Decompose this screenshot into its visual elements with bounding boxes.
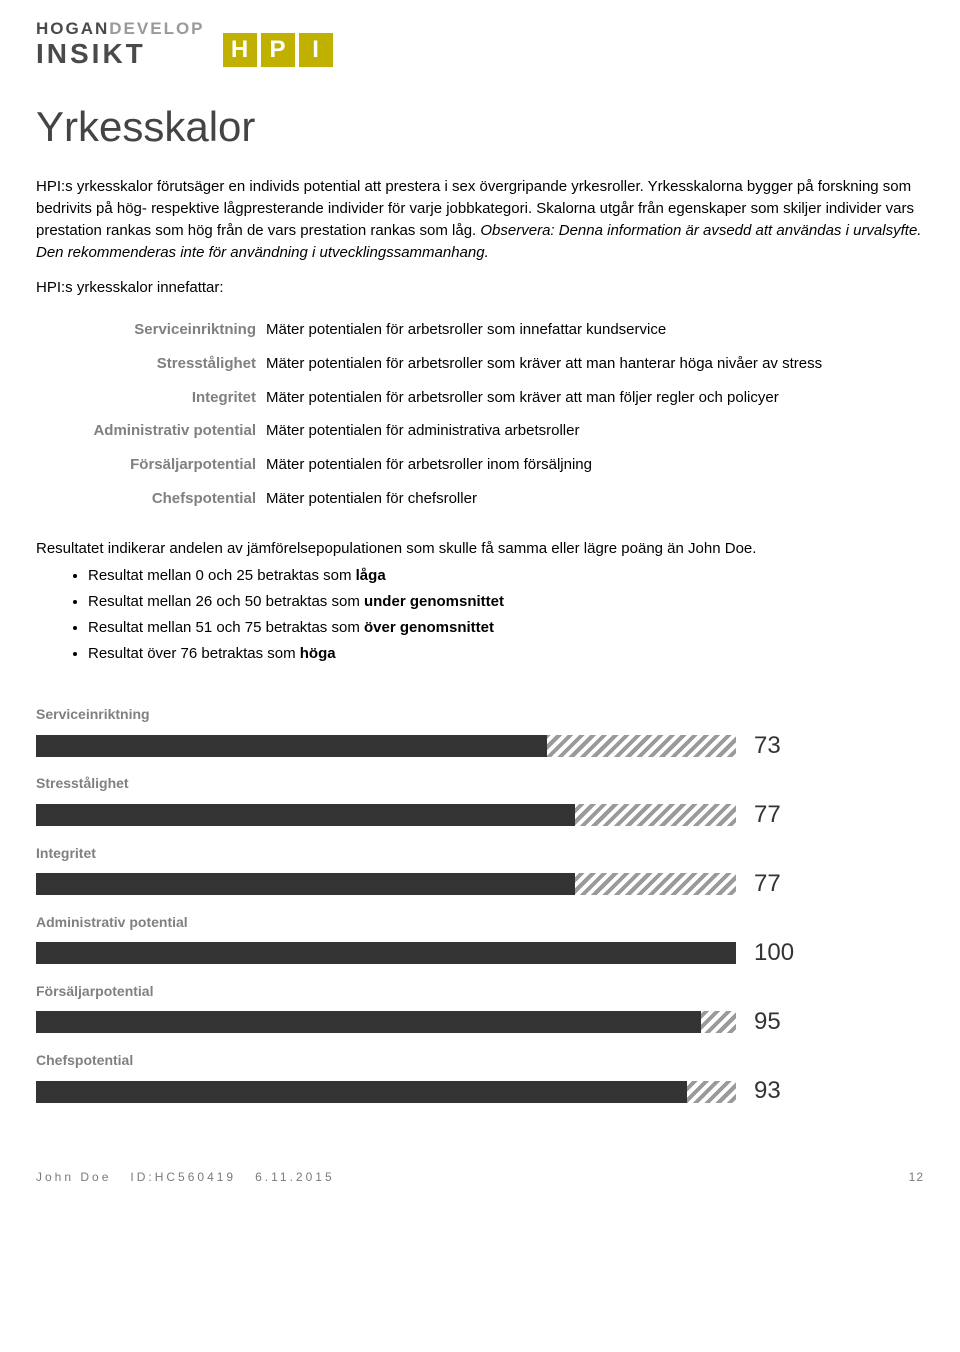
score-bar-value: 95 — [754, 1005, 814, 1040]
definition-desc: Mäter potentialen för administrativa arb… — [266, 414, 924, 448]
footer-left: John Doe ID:HC560419 6.11.2015 — [36, 1169, 335, 1186]
score-bar-fill — [36, 1081, 687, 1103]
score-bar-fill — [36, 942, 736, 964]
score-bar-label: Försäljarpotential — [36, 981, 924, 1001]
definition-desc: Mäter potentialen för chefsroller — [266, 482, 924, 516]
definition-row: IntegritetMäter potentialen för arbetsro… — [36, 381, 924, 415]
definitions-table: ServiceinriktningMäter potentialen för a… — [36, 313, 924, 516]
definition-term: Försäljarpotential — [36, 448, 266, 482]
score-bar-fill — [36, 1011, 701, 1033]
definition-row: StresstålighetMäter potentialen för arbe… — [36, 347, 924, 381]
definition-term: Stresstålighet — [36, 347, 266, 381]
hpi-logo: H P I — [223, 33, 333, 67]
intro-paragraph: HPI:s yrkesskalor förutsäger en individs… — [36, 176, 924, 263]
score-bar-track — [36, 1081, 736, 1103]
score-bar-value: 77 — [754, 798, 814, 833]
logo-letter-h: H — [223, 33, 257, 67]
results-intro: Resultatet indikerar andelen av jämförel… — [36, 538, 924, 560]
results-bullets: Resultat mellan 0 och 25 betraktas som l… — [88, 563, 924, 666]
footer-page-number: 12 — [909, 1169, 924, 1186]
score-bar-group: Serviceinriktning 73 — [36, 704, 924, 763]
bullet-pre: Resultat mellan 51 och 75 betraktas som — [88, 619, 364, 636]
bullet-bold: under genomsnittet — [364, 593, 504, 610]
logo-letter-i: I — [299, 33, 333, 67]
score-bar-row: 93 — [36, 1074, 924, 1109]
score-bar-fill — [36, 735, 547, 757]
results-bullet: Resultat mellan 0 och 25 betraktas som l… — [88, 563, 924, 589]
score-bar-value: 93 — [754, 1074, 814, 1109]
footer-date: 6.11.2015 — [255, 1170, 335, 1184]
results-bullet: Resultat mellan 51 och 75 betraktas som … — [88, 615, 924, 641]
score-bar-label: Administrativ potential — [36, 912, 924, 932]
bullet-bold: höga — [300, 645, 336, 662]
score-bar-track — [36, 804, 736, 826]
definition-desc: Mäter potentialen för arbetsroller som k… — [266, 381, 924, 415]
score-bar-row: 77 — [36, 867, 924, 902]
sub-intro: HPI:s yrkesskalor innefattar: — [36, 277, 924, 299]
score-bar-value: 77 — [754, 867, 814, 902]
footer-id: ID:HC560419 — [130, 1170, 236, 1184]
header-branding-text: HOGANDEVELOP INSIKT — [36, 20, 205, 69]
brand-hogan: HOGAN — [36, 19, 109, 38]
score-bar-fill — [36, 804, 575, 826]
score-bar-label: Serviceinriktning — [36, 704, 924, 724]
footer-name: John Doe — [36, 1170, 111, 1184]
definition-row: ServiceinriktningMäter potentialen för a… — [36, 313, 924, 347]
score-bar-track — [36, 1011, 736, 1033]
bullet-pre: Resultat över 76 betraktas som — [88, 645, 300, 662]
score-bar-row: 95 — [36, 1005, 924, 1040]
page-title: Yrkesskalor — [36, 97, 924, 158]
definition-desc: Mäter potentialen för arbetsroller inom … — [266, 448, 924, 482]
score-bar-track — [36, 873, 736, 895]
score-bar-group: Stresstålighet 77 — [36, 773, 924, 832]
score-bar-group: Integritet 77 — [36, 843, 924, 902]
bullet-pre: Resultat mellan 26 och 50 betraktas som — [88, 593, 364, 610]
score-bar-value: 100 — [754, 936, 814, 971]
definition-row: ChefspotentialMäter potentialen för chef… — [36, 482, 924, 516]
score-bar-track — [36, 942, 736, 964]
score-bar-track — [36, 735, 736, 757]
header-line1: HOGANDEVELOP — [36, 20, 205, 39]
report-header: HOGANDEVELOP INSIKT H P I — [36, 20, 924, 69]
header-line2: INSIKT — [36, 39, 205, 70]
score-bar-row: 73 — [36, 729, 924, 764]
definition-term: Chefspotential — [36, 482, 266, 516]
bullet-bold: låga — [356, 567, 386, 584]
score-bar-group: Chefspotential 93 — [36, 1050, 924, 1109]
score-bar-label: Chefspotential — [36, 1050, 924, 1070]
score-bar-label: Stresstålighet — [36, 773, 924, 793]
definition-term: Integritet — [36, 381, 266, 415]
logo-letter-p: P — [261, 33, 295, 67]
results-bullet: Resultat mellan 26 och 50 betraktas som … — [88, 589, 924, 615]
bullet-pre: Resultat mellan 0 och 25 betraktas som — [88, 567, 356, 584]
definition-desc: Mäter potentialen för arbetsroller som k… — [266, 347, 924, 381]
page-footer: John Doe ID:HC560419 6.11.2015 12 — [36, 1169, 924, 1186]
definition-desc: Mäter potentialen för arbetsroller som i… — [266, 313, 924, 347]
score-bar-label: Integritet — [36, 843, 924, 863]
score-bar-value: 73 — [754, 729, 814, 764]
definition-term: Administrativ potential — [36, 414, 266, 448]
score-bar-fill — [36, 873, 575, 895]
score-bars-section: Serviceinriktning73Stresstålighet77Integ… — [36, 704, 924, 1109]
score-bar-group: Försäljarpotential 95 — [36, 981, 924, 1040]
score-bar-row: 77 — [36, 798, 924, 833]
brand-develop: DEVELOP — [109, 19, 204, 38]
definition-row: FörsäljarpotentialMäter potentialen för … — [36, 448, 924, 482]
definition-row: Administrativ potentialMäter potentialen… — [36, 414, 924, 448]
bullet-bold: över genomsnittet — [364, 619, 494, 636]
score-bar-row: 100 — [36, 936, 924, 971]
definition-term: Serviceinriktning — [36, 313, 266, 347]
score-bar-group: Administrativ potential 100 — [36, 912, 924, 971]
results-bullet: Resultat över 76 betraktas som höga — [88, 641, 924, 667]
